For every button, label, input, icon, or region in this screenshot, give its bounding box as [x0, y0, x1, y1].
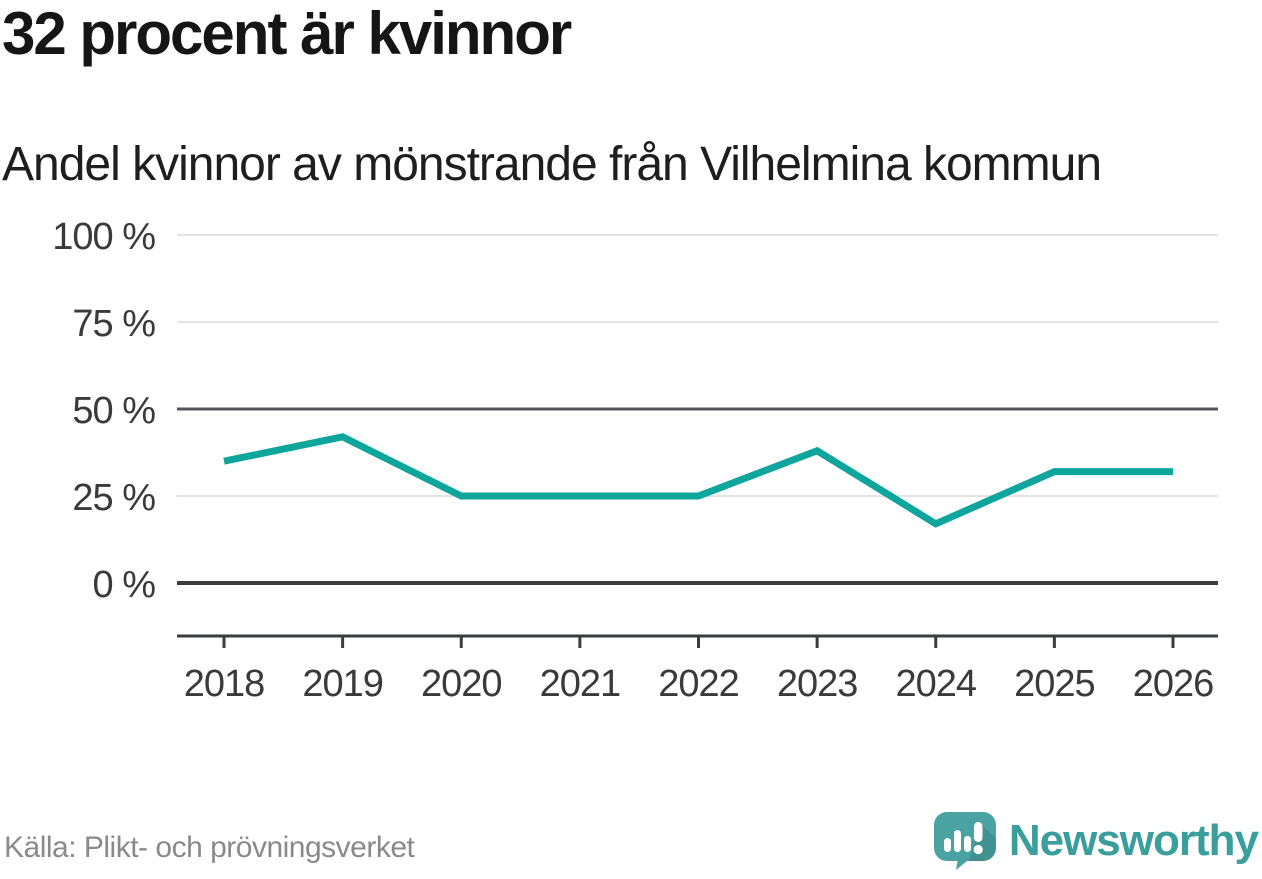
logo-bar-icon-1 — [943, 838, 951, 852]
x-tick-label: 2019 — [302, 663, 383, 705]
footer: Källa: Plikt- och prövningsverket Newswo… — [0, 806, 1262, 876]
x-tick-label: 2018 — [184, 663, 265, 705]
logo-exclamation-dot — [973, 844, 983, 855]
y-tick-label: 25 % — [72, 477, 155, 519]
x-tick-label: 2025 — [1014, 663, 1095, 705]
x-tick-label: 2026 — [1133, 663, 1214, 705]
x-tick-label: 2022 — [658, 663, 739, 705]
x-tick-label: 2020 — [421, 663, 502, 705]
logo-exclamation-stem — [973, 822, 983, 842]
newsworthy-speech-bubble-icon — [933, 812, 996, 870]
x-tick-label: 2024 — [895, 663, 976, 705]
y-tick-label: 75 % — [72, 303, 155, 345]
line-chart: 0 % 25 % 50 % 75 % 100 % 2018 2019 2020 2021 2022… — [52, 216, 1218, 705]
logo-bar-icon-2 — [953, 830, 961, 852]
y-tick-label: 100 % — [52, 216, 155, 258]
page-title: 32 procent är kvinnor — [2, 0, 572, 67]
x-tick-label: 2023 — [777, 663, 858, 705]
y-tick-label: 50 % — [72, 390, 155, 432]
x-tick-label: 2021 — [540, 663, 621, 705]
newsworthy-wordmark: Newsworthy — [1008, 816, 1259, 865]
y-tick-label: 0 % — [93, 564, 156, 606]
chart-subtitle: Andel kvinnor av mönstrande från Vilhelm… — [2, 138, 1102, 191]
logo-bar-icon-3 — [963, 836, 971, 852]
source-note: Källa: Plikt- och prövningsverket — [4, 831, 415, 864]
newsworthy-logo: Newsworthy — [933, 811, 1259, 871]
data-line-andel-kvinnor — [223, 433, 1173, 528]
